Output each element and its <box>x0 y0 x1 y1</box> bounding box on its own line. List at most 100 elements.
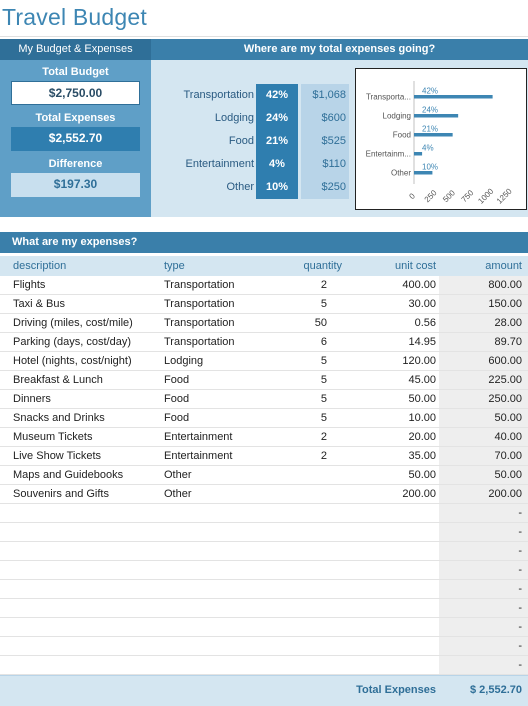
table-row[interactable]: - <box>0 599 528 618</box>
cell-amount[interactable]: 600.00 <box>488 355 522 367</box>
cell-type[interactable]: Food <box>164 374 190 386</box>
cell-amount[interactable]: 50.00 <box>494 412 522 424</box>
cell-amount[interactable]: 40.00 <box>494 431 522 443</box>
col-unit-cost[interactable]: unit cost <box>395 260 436 272</box>
table-row[interactable]: - <box>0 656 528 675</box>
cell-unit-cost[interactable]: 30.00 <box>408 298 436 310</box>
col-type[interactable]: type <box>164 260 185 272</box>
cell-amount[interactable]: - <box>518 507 522 519</box>
cell-type[interactable]: Entertainment <box>164 450 233 462</box>
cell-description[interactable]: Snacks and Drinks <box>13 412 105 424</box>
cell-type[interactable]: Food <box>164 393 190 405</box>
table-row[interactable]: - <box>0 580 528 599</box>
table-row[interactable]: - <box>0 542 528 561</box>
cell-type[interactable]: Transportation <box>164 279 235 291</box>
expense-chart-svg: Transporta... 42% Lodging 24% Food 21% Enterta… <box>366 81 514 206</box>
cell-unit-cost[interactable]: 400.00 <box>402 279 436 291</box>
cell-unit-cost[interactable]: 50.00 <box>408 469 436 481</box>
cell-type[interactable]: Transportation <box>164 298 235 310</box>
cell-unit-cost[interactable]: 200.00 <box>402 488 436 500</box>
cell-description[interactable]: Souvenirs and Gifts <box>13 488 109 500</box>
cell-type[interactable]: Other <box>164 488 192 500</box>
category-percent: 4% <box>256 153 298 176</box>
cell-description[interactable]: Breakfast & Lunch <box>13 374 103 386</box>
table-row[interactable]: - <box>0 523 528 542</box>
cell-amount[interactable]: 150.00 <box>488 298 522 310</box>
table-row[interactable]: Live Show Tickets Entertainment 2 35.00 70.0… <box>0 447 528 466</box>
cell-type[interactable]: Transportation <box>164 317 235 329</box>
table-row[interactable]: Driving (miles, cost/mile) Transportation… <box>0 314 528 333</box>
cell-amount[interactable]: - <box>518 602 522 614</box>
cell-unit-cost[interactable]: 0.56 <box>414 317 436 329</box>
cell-quantity[interactable]: 5 <box>320 298 327 310</box>
cell-unit-cost[interactable]: 35.00 <box>408 450 436 462</box>
chart-bar <box>414 171 433 175</box>
table-row[interactable]: Flights Transportation 2 400.00 800.00 <box>0 276 528 295</box>
cell-amount[interactable]: - <box>518 659 522 671</box>
cell-quantity[interactable]: 6 <box>320 336 327 348</box>
cell-quantity[interactable]: 5 <box>320 374 327 386</box>
cell-quantity[interactable]: 50 <box>314 317 327 329</box>
table-row[interactable]: Souvenirs and Gifts Other 200.00 200.00 <box>0 485 528 504</box>
cell-type[interactable]: Other <box>164 469 192 481</box>
cell-quantity[interactable]: 5 <box>320 412 327 424</box>
cell-description[interactable]: Maps and Guidebooks <box>13 469 124 481</box>
cell-amount[interactable]: 28.00 <box>494 317 522 329</box>
table-row[interactable]: - <box>0 618 528 637</box>
cell-amount[interactable]: - <box>518 545 522 557</box>
cell-unit-cost[interactable]: 45.00 <box>408 374 436 386</box>
cell-unit-cost[interactable]: 14.95 <box>408 336 436 348</box>
cell-unit-cost[interactable]: 50.00 <box>408 393 436 405</box>
table-row[interactable]: - <box>0 504 528 523</box>
cell-amount[interactable]: 50.00 <box>494 469 522 481</box>
cell-amount[interactable]: - <box>518 640 522 652</box>
cell-description[interactable]: Dinners <box>13 393 51 405</box>
cell-unit-cost[interactable]: 10.00 <box>408 412 436 424</box>
col-quantity[interactable]: quantity <box>303 260 342 272</box>
cell-amount[interactable]: 89.70 <box>494 336 522 348</box>
table-row[interactable]: Hotel (nights, cost/night) Lodging 5 120.00… <box>0 352 528 371</box>
table-row[interactable]: Parking (days, cost/day) Transportation 6 1… <box>0 333 528 352</box>
table-row[interactable]: Dinners Food 5 50.00 250.00 <box>0 390 528 409</box>
cell-description[interactable]: Taxi & Bus <box>13 298 65 310</box>
cell-type[interactable]: Transportation <box>164 336 235 348</box>
table-row[interactable]: Snacks and Drinks Food 5 10.00 50.00 <box>0 409 528 428</box>
cell-type[interactable]: Lodging <box>164 355 204 367</box>
cell-type[interactable]: Food <box>164 412 190 424</box>
table-row[interactable]: Taxi & Bus Transportation 5 30.00 150.00 <box>0 295 528 314</box>
cell-quantity[interactable]: 5 <box>320 393 327 405</box>
category-row-other: Other 10% $250 <box>151 176 356 199</box>
table-row[interactable]: - <box>0 561 528 580</box>
expense-chart[interactable]: Transporta... 42% Lodging 24% Food 21% Enterta… <box>355 68 527 210</box>
cell-amount[interactable]: - <box>518 564 522 576</box>
table-row[interactable]: - <box>0 637 528 656</box>
cell-unit-cost[interactable]: 20.00 <box>408 431 436 443</box>
cell-quantity[interactable]: 5 <box>320 355 327 367</box>
cell-quantity[interactable]: 2 <box>320 450 327 462</box>
cell-amount[interactable]: - <box>518 526 522 538</box>
cell-quantity[interactable]: 2 <box>320 279 327 291</box>
cell-amount[interactable]: 70.00 <box>494 450 522 462</box>
cell-quantity[interactable]: 2 <box>320 431 327 443</box>
table-row[interactable]: Breakfast & Lunch Food 5 45.00 225.00 <box>0 371 528 390</box>
cell-description[interactable]: Flights <box>13 279 46 291</box>
cell-amount[interactable]: 800.00 <box>488 279 522 291</box>
cell-unit-cost[interactable]: 120.00 <box>402 355 436 367</box>
table-row[interactable]: Museum Tickets Entertainment 2 20.00 40.00 <box>0 428 528 447</box>
cell-description[interactable]: Museum Tickets <box>13 431 93 443</box>
cell-amount[interactable]: 200.00 <box>488 488 522 500</box>
cell-amount[interactable]: - <box>518 621 522 633</box>
cell-amount[interactable]: 250.00 <box>488 393 522 405</box>
chart-category-label: Lodging <box>383 112 411 121</box>
cell-description[interactable]: Live Show Tickets <box>13 450 102 462</box>
cell-type[interactable]: Entertainment <box>164 431 233 443</box>
total-budget-value[interactable]: $2,750.00 <box>11 81 140 105</box>
col-amount[interactable]: amount <box>485 260 522 272</box>
table-row[interactable]: Maps and Guidebooks Other 50.00 50.00 <box>0 466 528 485</box>
cell-description[interactable]: Parking (days, cost/day) <box>13 336 131 348</box>
cell-description[interactable]: Hotel (nights, cost/night) <box>13 355 132 367</box>
cell-amount[interactable]: 225.00 <box>488 374 522 386</box>
cell-description[interactable]: Driving (miles, cost/mile) <box>13 317 133 329</box>
col-description[interactable]: description <box>13 260 67 272</box>
cell-amount[interactable]: - <box>518 583 522 595</box>
